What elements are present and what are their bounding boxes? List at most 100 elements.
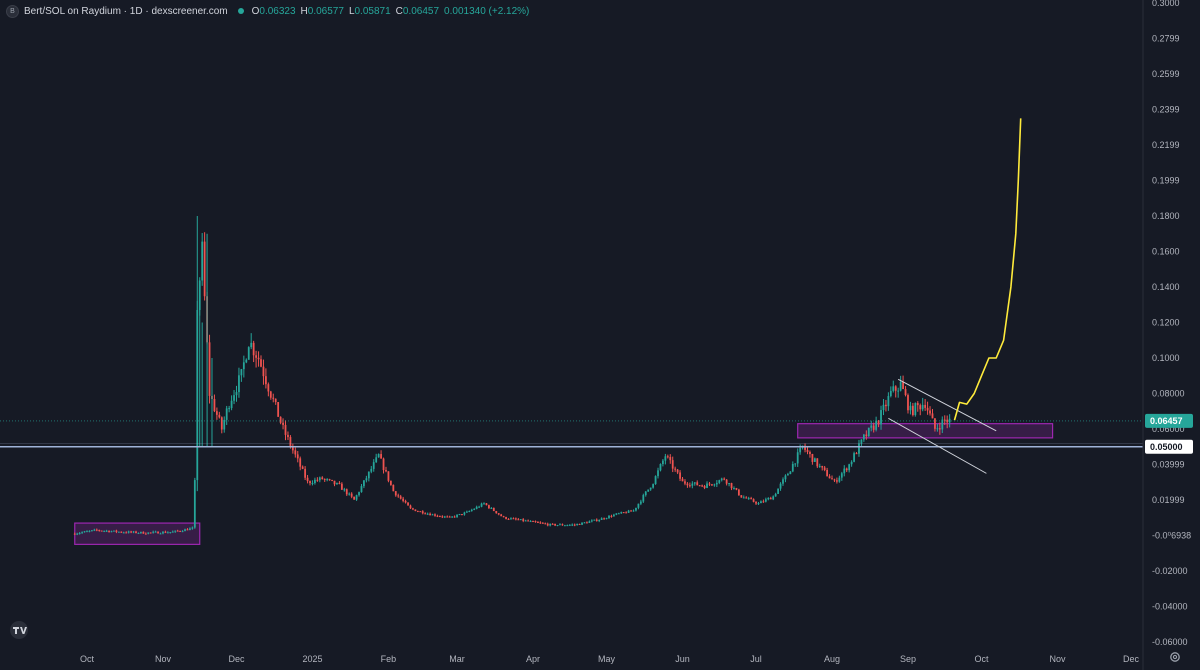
candle-body xyxy=(639,501,642,504)
candle-body xyxy=(465,511,468,513)
candle-body xyxy=(137,532,140,534)
candle-body xyxy=(421,511,424,514)
overlays xyxy=(0,118,1143,474)
x-tick-label: Mar xyxy=(449,654,465,664)
candle-body xyxy=(171,531,174,533)
candle-body xyxy=(193,480,196,528)
x-tick-label: Dec xyxy=(1123,654,1140,664)
candle-body xyxy=(728,483,730,485)
y-tick-label: -0.06000 xyxy=(1152,637,1188,647)
candle-body xyxy=(282,422,284,425)
candle-body xyxy=(189,528,191,531)
candle-body xyxy=(691,483,694,486)
candle-body xyxy=(336,482,338,485)
candle-body xyxy=(389,480,392,485)
tradingview-logo-icon[interactable] xyxy=(8,621,30,639)
candle-body xyxy=(840,473,843,478)
candle-body xyxy=(451,516,454,518)
candle-body xyxy=(784,475,787,480)
x-tick-label: Feb xyxy=(381,654,397,664)
candle-body xyxy=(914,403,917,416)
candle-body xyxy=(662,460,664,465)
settings-gear-icon[interactable] xyxy=(1168,650,1182,664)
candle-body xyxy=(877,420,880,425)
candle-body xyxy=(625,512,628,514)
candle-body xyxy=(419,511,422,513)
candle-body xyxy=(497,513,500,515)
candle-body xyxy=(934,418,936,429)
candle-body xyxy=(132,531,135,533)
candle-body xyxy=(240,369,243,376)
candle-body xyxy=(537,521,539,523)
candle-body xyxy=(441,516,444,518)
candle-body xyxy=(554,523,556,526)
candle-body xyxy=(495,510,498,514)
candle-body xyxy=(338,482,341,484)
candle-body xyxy=(176,530,179,532)
candle-body xyxy=(490,507,493,509)
market-status-dot-icon xyxy=(237,8,244,14)
candle-body xyxy=(115,530,118,532)
candle-body xyxy=(929,410,931,414)
candle-body xyxy=(304,468,307,478)
candle-body xyxy=(461,514,463,516)
candle-body xyxy=(752,499,755,502)
candle-body xyxy=(245,359,248,363)
candle-body xyxy=(737,489,740,496)
candle-body xyxy=(365,478,368,481)
candle-body xyxy=(872,425,875,430)
candle-body xyxy=(821,465,824,468)
candle-body xyxy=(676,469,679,473)
candle-body xyxy=(760,501,762,504)
candle-body xyxy=(100,530,103,532)
current-price-badge: 0.06457 xyxy=(1150,416,1183,426)
candle-body xyxy=(600,518,603,521)
candle-body xyxy=(91,530,93,532)
candle-body xyxy=(571,524,574,526)
candle-body xyxy=(507,518,510,520)
candle-body xyxy=(669,457,672,461)
candle-body xyxy=(862,434,865,440)
candle-body xyxy=(534,521,537,523)
candle-body xyxy=(698,485,701,487)
candle-body xyxy=(225,408,228,420)
candle-body xyxy=(367,471,370,479)
candle-body xyxy=(588,521,591,523)
chart-title[interactable]: Bert/SOL on Raydium · 1D · dexscreener.c… xyxy=(24,5,228,17)
candle-body xyxy=(252,342,255,356)
candle-body xyxy=(345,489,348,495)
candle-body xyxy=(512,518,515,520)
candle-body xyxy=(586,522,588,524)
candle-body xyxy=(561,524,564,526)
time-axis[interactable]: Oct Nov Dec 2025 Feb Mar Apr May Jun Jul Aug Sep Oct… xyxy=(80,654,1140,664)
candle-body xyxy=(613,514,615,517)
candle-body xyxy=(867,427,870,437)
candle-body xyxy=(233,395,235,401)
candle-body xyxy=(105,530,108,532)
candle-body xyxy=(880,410,882,425)
candle-body xyxy=(289,437,292,447)
candle-body xyxy=(385,470,387,472)
candle-body xyxy=(519,519,522,521)
candle-body xyxy=(397,495,400,497)
candle-body xyxy=(556,524,559,526)
candle-body xyxy=(608,515,610,519)
candle-body xyxy=(122,532,125,534)
candle-body xyxy=(671,460,674,469)
candle-body xyxy=(916,403,919,406)
candle-body xyxy=(791,464,794,472)
candle-body xyxy=(885,404,887,407)
y-tick-label: -0.04000 xyxy=(1152,602,1188,612)
candle-body xyxy=(735,488,738,490)
candle-body xyxy=(911,405,914,416)
price-axis[interactable]: 0.3000 0.2799 0.2599 0.2399 0.2199 0.1999 0.18… xyxy=(1142,0,1191,670)
candle-body xyxy=(836,480,838,482)
candle-body xyxy=(470,509,473,512)
candle-body xyxy=(412,508,414,510)
x-tick-label: Apr xyxy=(526,654,540,664)
candle-body xyxy=(779,483,782,489)
candle-body xyxy=(522,519,525,521)
candle-body xyxy=(936,428,939,430)
candle-body xyxy=(76,533,79,535)
